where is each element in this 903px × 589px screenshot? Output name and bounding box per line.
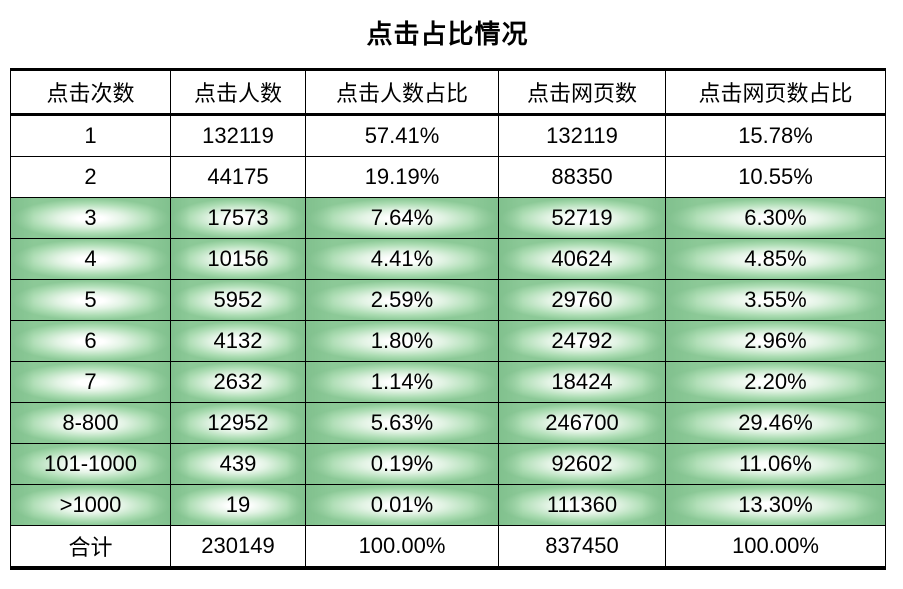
table-cell: 40624	[498, 238, 666, 280]
table-cell: 5952	[170, 279, 306, 321]
table-row: 6 4132 1.80% 24792 2.96%	[10, 320, 886, 362]
column-header: 点击次数	[10, 68, 171, 116]
table-cell: 12952	[170, 402, 306, 444]
table-cell: 2632	[170, 361, 306, 403]
table-row: 1 132119 57.41% 132119 15.78%	[10, 114, 886, 157]
table-cell: 10.55%	[665, 156, 886, 198]
table-cell: 132119	[498, 114, 666, 157]
table-header: 点击次数 点击人数 点击人数占比 点击网页数 点击网页数占比	[10, 68, 886, 116]
table-cell: 18424	[498, 361, 666, 403]
table-row: 7 2632 1.14% 18424 2.20%	[10, 361, 886, 403]
table-cell: >1000	[10, 484, 171, 526]
table-cell: 44175	[170, 156, 306, 198]
table-cell: 24792	[498, 320, 666, 362]
table-cell: 1	[10, 114, 171, 157]
table-cell: 6.30%	[665, 197, 886, 239]
table-row: 101-1000 439 0.19% 92602 11.06%	[10, 443, 886, 485]
page-title: 点击占比情况	[366, 19, 529, 49]
table-cell: 合计	[10, 525, 171, 570]
table-cell: 10156	[170, 238, 306, 280]
table-cell: 5	[10, 279, 171, 321]
table-cell: 3.55%	[665, 279, 886, 321]
table-row: >1000 19 0.01% 111360 13.30%	[10, 484, 886, 526]
table-cell: 1.14%	[305, 361, 499, 403]
column-header: 点击网页数	[498, 68, 666, 116]
table-cell: 132119	[170, 114, 306, 157]
table-row: 3 17573 7.64% 52719 6.30%	[10, 197, 886, 239]
table-row: 2 44175 19.19% 88350 10.55%	[10, 156, 886, 198]
table-cell: 230149	[170, 525, 306, 570]
column-header: 点击人数占比	[305, 68, 499, 116]
table-cell: 0.19%	[305, 443, 499, 485]
table-cell: 101-1000	[10, 443, 171, 485]
table-cell: 6	[10, 320, 171, 362]
table-cell: 100.00%	[305, 525, 499, 570]
table-row: 5 5952 2.59% 29760 3.55%	[10, 279, 886, 321]
table-cell: 837450	[498, 525, 666, 570]
table-cell: 7	[10, 361, 171, 403]
table-row: 8-800 12952 5.63% 246700 29.46%	[10, 402, 886, 444]
table-cell: 5.63%	[305, 402, 499, 444]
table-cell: 17573	[170, 197, 306, 239]
table-cell: 439	[170, 443, 306, 485]
table-row: 合计 230149 100.00% 837450 100.00%	[10, 525, 886, 570]
table-cell: 7.64%	[305, 197, 499, 239]
table-cell: 19.19%	[305, 156, 499, 198]
table-cell: 4.41%	[305, 238, 499, 280]
table-cell: 246700	[498, 402, 666, 444]
table-cell: 4132	[170, 320, 306, 362]
table-cell: 2.59%	[305, 279, 499, 321]
table-cell: 111360	[498, 484, 666, 526]
table-cell: 2.96%	[665, 320, 886, 362]
table-cell: 19	[170, 484, 306, 526]
table-body: 1 132119 57.41% 132119 15.78% 2 44175 19.19% 883…	[10, 114, 886, 570]
table-cell: 4.85%	[665, 238, 886, 280]
table-row: 4 10156 4.41% 40624 4.85%	[10, 238, 886, 280]
table-cell: 11.06%	[665, 443, 886, 485]
table-cell: 15.78%	[665, 114, 886, 157]
table-cell: 92602	[498, 443, 666, 485]
table-cell: 88350	[498, 156, 666, 198]
table-cell: 29.46%	[665, 402, 886, 444]
table-cell: 100.00%	[665, 525, 886, 570]
table-header-row: 点击次数 点击人数 点击人数占比 点击网页数 点击网页数占比	[10, 68, 886, 116]
table-cell: 0.01%	[305, 484, 499, 526]
table-cell: 4	[10, 238, 171, 280]
table-cell: 52719	[498, 197, 666, 239]
table-cell: 2.20%	[665, 361, 886, 403]
table-cell: 2	[10, 156, 171, 198]
table-cell: 13.30%	[665, 484, 886, 526]
table-cell: 3	[10, 197, 171, 239]
column-header: 点击网页数占比	[665, 68, 886, 116]
click-ratio-table: 点击次数 点击人数 点击人数占比 点击网页数 点击网页数占比 1 132119 57.41%…	[10, 68, 886, 570]
table-cell: 57.41%	[305, 114, 499, 157]
table-cell: 1.80%	[305, 320, 499, 362]
table-cell: 29760	[498, 279, 666, 321]
column-header: 点击人数	[170, 68, 306, 116]
table-cell: 8-800	[10, 402, 171, 444]
